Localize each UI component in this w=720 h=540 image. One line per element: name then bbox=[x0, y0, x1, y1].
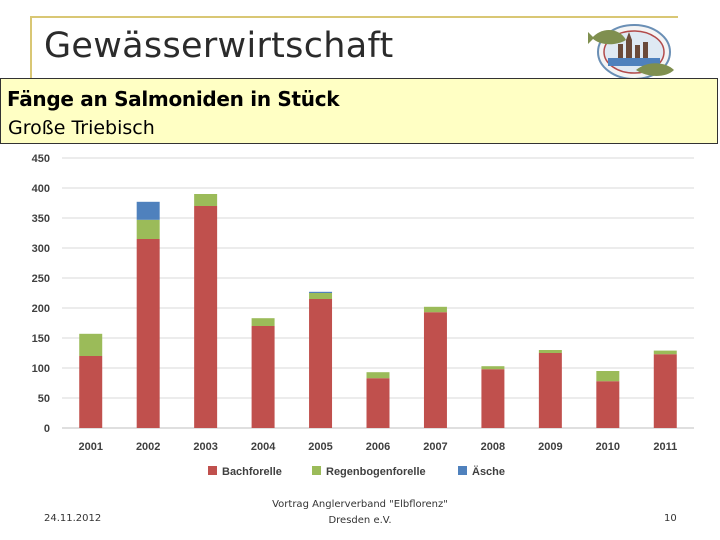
y-tick-label: 400 bbox=[32, 183, 50, 195]
legend-label: Bachforelle bbox=[222, 466, 282, 478]
bar-segment bbox=[596, 371, 620, 382]
legend-swatch bbox=[458, 466, 467, 475]
x-tick-label: 2007 bbox=[423, 441, 447, 453]
x-tick-label: 2009 bbox=[538, 441, 562, 453]
footer-center: Vortrag Anglerverband "Elbflorenz" Dresd… bbox=[210, 497, 510, 529]
y-tick-label: 300 bbox=[32, 243, 50, 255]
bar-segment bbox=[79, 356, 103, 428]
y-tick-label: 150 bbox=[32, 333, 50, 345]
subheading-box: Fänge an Salmoniden in Stück Große Trieb… bbox=[0, 78, 718, 144]
x-tick-label: 2002 bbox=[136, 441, 160, 453]
chart-heading: Fänge an Salmoniden in Stück bbox=[7, 87, 340, 111]
bar-segment bbox=[309, 299, 333, 428]
y-tick-label: 0 bbox=[44, 423, 50, 435]
bar-segment bbox=[423, 312, 447, 428]
bar-segment bbox=[309, 293, 333, 299]
x-tick-label: 2005 bbox=[308, 441, 332, 453]
bar-segment bbox=[366, 372, 390, 379]
footer-line-2: Dresden e.V. bbox=[328, 515, 392, 526]
y-tick-label: 200 bbox=[32, 303, 50, 315]
bar-segment bbox=[423, 306, 447, 313]
bar-segment bbox=[538, 353, 562, 428]
bar-segment bbox=[596, 381, 620, 428]
bar-segment bbox=[366, 378, 390, 428]
slide-title: Gewässerwirtschaft bbox=[44, 26, 394, 66]
footer-date: 24.11.2012 bbox=[44, 513, 102, 524]
fish-club-logo-icon bbox=[588, 24, 674, 80]
x-tick-label: 2008 bbox=[481, 441, 505, 453]
legend-label: Äsche bbox=[472, 465, 505, 478]
chart-subheading: Große Triebisch bbox=[8, 117, 155, 139]
x-tick-label: 2006 bbox=[366, 441, 390, 453]
y-tick-label: 450 bbox=[32, 153, 50, 165]
bar-segment bbox=[653, 350, 677, 355]
x-tick-label: 2011 bbox=[653, 441, 677, 453]
bar-segment bbox=[538, 350, 562, 353]
title-frame-left bbox=[30, 16, 32, 78]
bar-segment bbox=[251, 326, 275, 428]
stacked-bar-chart: 0 50 100 150 200 250 300 350 400 450 2001 2002 2003 2… bbox=[32, 153, 694, 478]
y-tick-label: 100 bbox=[32, 363, 50, 375]
bar-segment bbox=[309, 291, 333, 293]
bar-segment bbox=[79, 333, 103, 356]
bar-segment bbox=[653, 354, 677, 428]
x-tick-label: 2004 bbox=[251, 441, 276, 453]
legend-swatch bbox=[312, 466, 321, 475]
y-tick-label: 250 bbox=[32, 273, 50, 285]
bar-segment bbox=[136, 239, 160, 428]
y-tick-label: 350 bbox=[32, 213, 50, 225]
legend-label: Regenbogenforelle bbox=[326, 466, 426, 478]
bar-segment bbox=[481, 366, 505, 370]
title-frame-top bbox=[30, 16, 678, 18]
bar-segment bbox=[194, 206, 218, 428]
footer-line-1: Vortrag Anglerverband "Elbflorenz" bbox=[272, 499, 448, 510]
x-tick-label: 2010 bbox=[596, 441, 620, 453]
page-number: 10 bbox=[664, 513, 677, 524]
y-tick-label: 50 bbox=[38, 393, 50, 405]
legend-swatch bbox=[208, 466, 217, 475]
x-tick-label: 2003 bbox=[193, 441, 217, 453]
bar-segment bbox=[136, 219, 160, 239]
bar-segment bbox=[136, 201, 160, 220]
bar-segment bbox=[481, 369, 505, 428]
chart-container: 0 50 100 150 200 250 300 350 400 450 2001 2002 2003 2… bbox=[0, 148, 720, 488]
bar-segment bbox=[251, 318, 275, 326]
bar-segment bbox=[194, 194, 218, 206]
x-tick-label: 2001 bbox=[78, 441, 102, 453]
